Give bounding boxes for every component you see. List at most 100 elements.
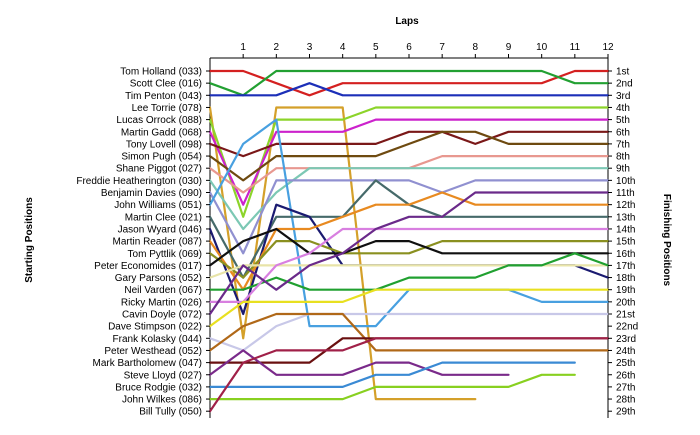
lap-tick-label: 5 xyxy=(373,42,379,53)
finishing-position-label: 27th xyxy=(616,382,635,393)
series-line xyxy=(208,240,610,279)
starting-position-label: Peter Westhead (052) xyxy=(104,346,202,357)
finishing-position-label: 28th xyxy=(616,395,635,406)
finishing-position-label: 13th xyxy=(616,212,635,223)
finishing-position-label: 17th xyxy=(616,261,635,272)
series-line xyxy=(208,312,610,352)
starting-position-label: Freddie Heatherington (030) xyxy=(76,176,202,187)
finishing-position-label: 8th xyxy=(616,152,630,163)
series-line xyxy=(208,227,610,303)
finishing-position-label: 7th xyxy=(616,139,630,150)
series-line xyxy=(208,227,610,267)
starting-position-label: Mark Bartholomew (047) xyxy=(93,358,202,369)
finishing-position-label: 21st xyxy=(616,310,635,321)
finishing-position-label: 4th xyxy=(616,103,630,114)
finishing-position-label: 10th xyxy=(616,176,635,187)
lap-tick-label: 11 xyxy=(570,42,581,53)
finishing-position-label: 20th xyxy=(616,297,635,308)
starting-position-label: Simon Pugh (054) xyxy=(121,152,202,163)
starting-position-label: Martin Gadd (068) xyxy=(121,127,202,138)
finishing-position-labels: 1st2nd3rd4th5th6th7th8th9th10th11th12th1… xyxy=(608,67,638,418)
starting-position-label: Frank Kolasky (044) xyxy=(113,334,202,345)
lap-tick-label: 9 xyxy=(506,42,512,53)
starting-position-label: Scott Clee (016) xyxy=(130,79,202,90)
series-lines xyxy=(208,69,610,413)
starting-position-label: Gary Parsons (052) xyxy=(115,273,202,284)
starting-position-label: John Wilkes (086) xyxy=(122,395,202,406)
starting-position-label: Neil Varden (067) xyxy=(124,285,202,296)
starting-position-label: Martin Clee (021) xyxy=(125,212,202,223)
finishing-position-label: 3rd xyxy=(616,91,630,102)
starting-position-label: Lucas Orrock (088) xyxy=(116,115,202,126)
starting-position-label: Benjamin Davies (090) xyxy=(101,188,202,199)
finishing-position-label: 26th xyxy=(616,370,635,381)
series-line xyxy=(208,312,610,352)
finishing-position-label: 1st xyxy=(616,67,630,78)
series-line xyxy=(208,69,610,97)
series-line xyxy=(208,288,610,328)
lap-tick-label: 2 xyxy=(274,42,280,53)
finishing-position-label: 23rd xyxy=(616,334,636,345)
lap-tick-label: 7 xyxy=(439,42,445,53)
starting-position-label: Lee Torrie (078) xyxy=(132,103,202,114)
series-line xyxy=(208,361,576,388)
lap-tick-label: 12 xyxy=(602,42,614,53)
lap-tick-label: 4 xyxy=(340,42,346,53)
series-line xyxy=(208,203,610,316)
y-axis-label-left: Starting Positions xyxy=(24,197,35,283)
series-line xyxy=(208,130,610,158)
finishing-position-label: 2nd xyxy=(616,79,633,90)
series-line xyxy=(208,191,610,316)
starting-position-label: Dave Stimpson (022) xyxy=(108,322,202,333)
series-line xyxy=(208,82,610,97)
lap-tick-label: 10 xyxy=(536,42,548,53)
lap-tick-label: 6 xyxy=(406,42,412,53)
starting-position-label: Bill Tully (050) xyxy=(139,407,202,418)
starting-position-label: Steve Lloyd (027) xyxy=(124,370,202,381)
starting-position-label: Tom Holland (033) xyxy=(120,67,202,78)
starting-position-label: Peter Economides (017) xyxy=(94,261,202,272)
starting-position-label: John Williams (051) xyxy=(114,200,202,211)
y-axis-label-right: Finishing Positions xyxy=(661,194,672,287)
starting-position-label: Tony Lovell (098) xyxy=(126,139,202,150)
lap-tick-label: 1 xyxy=(240,42,246,53)
series-line xyxy=(208,337,610,413)
lap-tick-label: 3 xyxy=(307,42,313,53)
starting-position-label: Ricky Martin (026) xyxy=(121,297,202,308)
chart-title: Laps xyxy=(395,16,419,27)
finishing-position-label: 18th xyxy=(616,273,635,284)
series-line xyxy=(208,252,610,291)
finishing-position-label: 29th xyxy=(616,407,635,418)
series-line xyxy=(208,118,610,206)
starting-position-label: Martin Reader (087) xyxy=(113,237,202,248)
finishing-position-label: 22nd xyxy=(616,322,638,333)
finishing-position-label: 14th xyxy=(616,224,635,235)
axes xyxy=(209,57,609,418)
finishing-position-label: 9th xyxy=(616,164,630,175)
series-line xyxy=(208,130,610,182)
finishing-position-label: 15th xyxy=(616,237,635,248)
series-line xyxy=(208,167,610,231)
starting-position-label: Tom Pyttlik (069) xyxy=(128,249,202,260)
series-line xyxy=(208,349,510,376)
series-line xyxy=(208,373,576,401)
starting-position-labels: Tom Holland (033)Scott Clee (016)Tim Pen… xyxy=(76,67,210,418)
starting-position-label: Tim Penton (043) xyxy=(125,91,202,102)
lap-tick-labels: 1 2 3 4 5 6 7 8 9 10 11 12 xyxy=(240,42,614,58)
starting-position-label: Bruce Rodgie (032) xyxy=(115,382,202,393)
finishing-position-label: 6th xyxy=(616,127,630,138)
finishing-position-label: 25th xyxy=(616,358,635,369)
finishing-position-label: 24th xyxy=(616,346,635,357)
series-line xyxy=(208,179,610,255)
finishing-position-label: 11th xyxy=(616,188,635,199)
finishing-position-label: 12th xyxy=(616,200,635,211)
finishing-position-label: 16th xyxy=(616,249,635,260)
finishing-position-label: 19th xyxy=(616,285,635,296)
lap-tick-label: 8 xyxy=(473,42,479,53)
starting-position-label: Cavin Doyle (072) xyxy=(122,310,202,321)
series-line xyxy=(208,69,610,97)
starting-position-label: Shane Piggot (027) xyxy=(116,164,202,175)
starting-position-label: Jason Wyard (046) xyxy=(118,224,202,235)
series-line xyxy=(208,106,477,401)
